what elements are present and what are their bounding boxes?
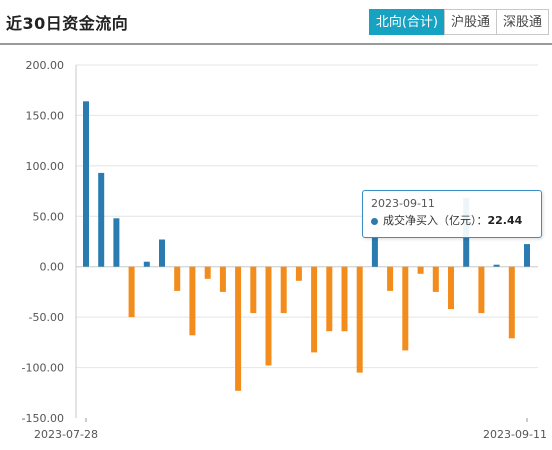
y-tick-label: -50.00 [29,311,64,324]
market-tabs: 北向(合计) 沪股通 深股通 [368,9,549,35]
tooltip-series-label: 成交净买入（亿元） [383,214,477,227]
page-title: 近30日资金流向 [6,14,129,33]
tab-northbound-total[interactable]: 北向(合计) [368,9,445,35]
chart-tooltip: 2023-09-11 成交净买入（亿元）：22.44 [362,190,542,238]
header-divider [0,43,552,45]
bar [250,266,257,314]
bar [295,266,302,281]
tab-shanghai-connect[interactable]: 沪股通 [443,9,497,35]
bar [508,266,515,339]
bar [98,172,105,267]
fund-flow-chart: 200.00 150.00 100.00 50.00 0.00 -50.00 -100.00… [22,59,547,441]
bar [219,266,226,292]
tooltip-row: 成交净买入（亿元）：22.44 [371,212,533,230]
bar [387,266,394,291]
y-tick-label: 0.00 [40,261,65,274]
bar [341,266,348,332]
x-tick-label-last: 2023-09-11 [483,428,547,441]
bar [235,266,242,391]
bar [128,266,135,318]
y-tick-label: -100.00 [22,362,64,375]
y-tick-label: 100.00 [26,160,65,173]
bar [143,261,150,267]
bar [524,244,530,267]
y-tick-label: 200.00 [26,59,65,72]
header: 近30日资金流向 北向(合计) 沪股通 深股通 [0,0,552,44]
y-tick-label: 150.00 [26,109,65,122]
bar [189,266,196,336]
bar [174,266,181,291]
bar [371,236,378,267]
tab-shenzhen-connect[interactable]: 深股通 [495,9,549,35]
bar [402,266,409,351]
series-dot-icon [371,217,378,225]
bar [326,266,333,332]
bar [113,218,120,267]
bar [432,266,439,292]
tooltip-separator: ： [476,214,488,227]
bar [356,266,363,373]
bar [83,101,89,267]
bar [280,266,287,314]
y-tick-label: -150.00 [22,412,64,425]
tooltip-date: 2023-09-11 [371,197,435,210]
x-tick-label-first: 2023-07-28 [34,428,98,441]
bar [493,264,500,267]
tooltip-value: 22.44 [487,214,523,227]
bar [159,239,165,267]
bar [417,266,424,274]
bar [478,266,485,314]
bar [448,266,454,310]
bar [204,266,211,279]
y-tick-label: 50.00 [33,210,65,223]
bar [311,266,318,353]
bar [265,266,272,366]
